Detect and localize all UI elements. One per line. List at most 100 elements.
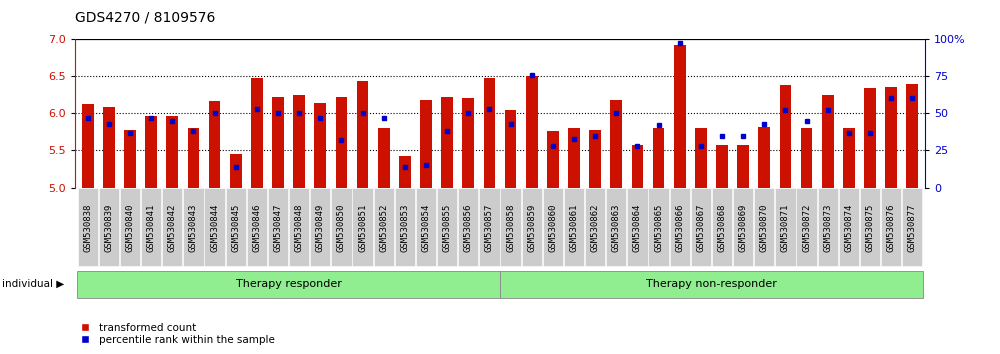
Text: GSM530843: GSM530843 (189, 203, 198, 252)
FancyBboxPatch shape (500, 270, 923, 298)
Text: GSM530849: GSM530849 (316, 203, 325, 252)
Bar (589, 130, 601, 188)
FancyBboxPatch shape (606, 188, 626, 267)
FancyBboxPatch shape (331, 188, 352, 267)
Text: GSM530858: GSM530858 (506, 203, 515, 252)
Text: GSM530862: GSM530862 (591, 203, 600, 252)
Text: GSM530846: GSM530846 (252, 203, 261, 252)
FancyBboxPatch shape (500, 188, 521, 267)
Text: GSM530845: GSM530845 (231, 203, 240, 252)
FancyBboxPatch shape (754, 188, 774, 267)
Bar (610, 100, 622, 188)
FancyBboxPatch shape (648, 188, 669, 267)
Text: GSM530864: GSM530864 (633, 203, 642, 252)
Text: GSM530853: GSM530853 (400, 203, 409, 252)
Text: GDS4270 / 8109576: GDS4270 / 8109576 (75, 11, 215, 25)
Bar (314, 103, 326, 188)
Text: GSM530841: GSM530841 (147, 203, 156, 252)
FancyBboxPatch shape (564, 188, 584, 267)
Bar (251, 78, 263, 188)
Text: GSM530848: GSM530848 (295, 203, 304, 252)
Bar (822, 95, 834, 188)
Bar (399, 156, 411, 188)
Bar (272, 97, 284, 188)
FancyBboxPatch shape (120, 188, 140, 267)
Text: GSM530871: GSM530871 (781, 203, 790, 252)
Text: GSM530855: GSM530855 (443, 203, 452, 252)
Bar (505, 110, 516, 188)
FancyBboxPatch shape (458, 188, 478, 267)
Bar (145, 115, 157, 188)
Bar (293, 96, 305, 188)
Bar (166, 115, 178, 188)
Bar (462, 98, 474, 188)
FancyBboxPatch shape (183, 188, 204, 267)
Text: GSM530873: GSM530873 (823, 203, 832, 252)
Text: GSM530863: GSM530863 (612, 203, 621, 252)
Bar (209, 101, 220, 188)
FancyBboxPatch shape (627, 188, 648, 267)
FancyBboxPatch shape (437, 188, 457, 267)
FancyBboxPatch shape (204, 188, 225, 267)
Text: GSM530869: GSM530869 (739, 203, 748, 252)
FancyBboxPatch shape (818, 188, 838, 267)
FancyBboxPatch shape (585, 188, 605, 267)
Bar (420, 100, 432, 188)
Bar (103, 107, 115, 188)
Bar (864, 88, 876, 188)
Text: GSM530874: GSM530874 (844, 203, 853, 252)
Bar (124, 130, 136, 188)
Text: GSM530877: GSM530877 (908, 203, 917, 252)
Bar (378, 128, 390, 188)
Bar (906, 84, 918, 188)
Bar (82, 104, 94, 188)
FancyBboxPatch shape (416, 188, 436, 267)
FancyBboxPatch shape (289, 188, 309, 267)
Text: GSM530857: GSM530857 (485, 203, 494, 252)
Bar (801, 128, 812, 188)
Text: GSM530876: GSM530876 (887, 203, 896, 252)
FancyBboxPatch shape (77, 270, 500, 298)
Bar (547, 131, 559, 188)
Bar (230, 154, 242, 188)
Bar (716, 144, 728, 188)
Text: Therapy responder: Therapy responder (236, 279, 341, 289)
Bar (336, 97, 347, 188)
Text: GSM530844: GSM530844 (210, 203, 219, 252)
FancyBboxPatch shape (374, 188, 394, 267)
Text: GSM530861: GSM530861 (570, 203, 579, 252)
Bar (526, 76, 538, 188)
Text: GSM530859: GSM530859 (527, 203, 536, 252)
FancyBboxPatch shape (775, 188, 796, 267)
Bar (695, 128, 707, 188)
Text: GSM530842: GSM530842 (168, 203, 177, 252)
Bar (758, 127, 770, 188)
FancyBboxPatch shape (670, 188, 690, 267)
Text: GSM530856: GSM530856 (464, 203, 473, 252)
Bar (632, 144, 643, 188)
FancyBboxPatch shape (268, 188, 288, 267)
FancyBboxPatch shape (691, 188, 711, 267)
Text: Therapy non-responder: Therapy non-responder (646, 279, 777, 289)
Text: GSM530872: GSM530872 (802, 203, 811, 252)
FancyBboxPatch shape (99, 188, 119, 267)
Text: GSM530867: GSM530867 (696, 203, 705, 252)
Bar (568, 128, 580, 188)
Bar (357, 81, 368, 188)
FancyBboxPatch shape (141, 188, 161, 267)
Text: GSM530852: GSM530852 (379, 203, 388, 252)
Text: GSM530840: GSM530840 (125, 203, 134, 252)
FancyBboxPatch shape (78, 188, 98, 267)
FancyBboxPatch shape (543, 188, 563, 267)
Text: GSM530860: GSM530860 (548, 203, 557, 252)
FancyBboxPatch shape (860, 188, 880, 267)
Text: GSM530875: GSM530875 (866, 203, 875, 252)
Text: GSM530847: GSM530847 (273, 203, 282, 252)
FancyBboxPatch shape (479, 188, 500, 267)
FancyBboxPatch shape (395, 188, 415, 267)
FancyBboxPatch shape (162, 188, 182, 267)
Bar (674, 45, 686, 188)
FancyBboxPatch shape (902, 188, 922, 267)
FancyBboxPatch shape (247, 188, 267, 267)
Text: GSM530854: GSM530854 (421, 203, 430, 252)
